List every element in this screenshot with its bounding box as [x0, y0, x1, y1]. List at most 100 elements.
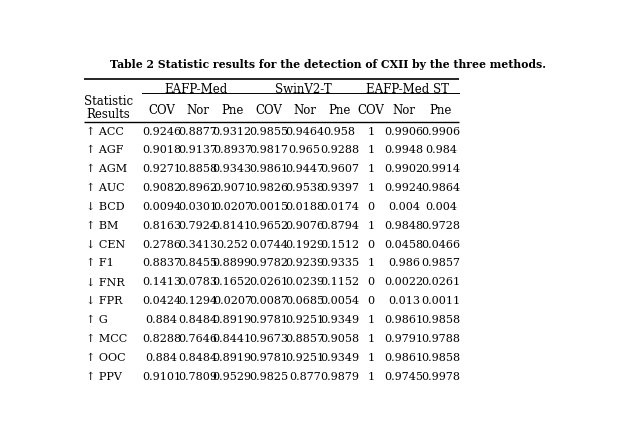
- Text: 0.013: 0.013: [388, 296, 420, 306]
- Text: 0.9349: 0.9349: [320, 353, 359, 362]
- Text: ↑ G: ↑ G: [86, 315, 108, 325]
- Text: Nor: Nor: [186, 104, 209, 116]
- Text: 0.0011: 0.0011: [421, 296, 460, 306]
- Text: 0.9447: 0.9447: [285, 164, 324, 174]
- Text: 0.7646: 0.7646: [178, 334, 217, 344]
- Text: 0.8877: 0.8877: [178, 127, 217, 137]
- Text: 0.8837: 0.8837: [142, 259, 181, 268]
- Text: 0.9018: 0.9018: [142, 146, 181, 155]
- Text: 0.7809: 0.7809: [178, 371, 217, 381]
- Text: 0.004: 0.004: [388, 202, 420, 212]
- Text: 0.8919: 0.8919: [212, 315, 252, 325]
- Text: 0.9538: 0.9538: [285, 183, 324, 193]
- Text: ↑ AGM: ↑ AGM: [86, 164, 127, 174]
- Text: 0.9728: 0.9728: [421, 221, 460, 231]
- Text: 0.0261: 0.0261: [249, 277, 288, 287]
- Text: 0.1512: 0.1512: [320, 240, 359, 250]
- Text: 0.9071: 0.9071: [212, 183, 252, 193]
- Text: Table 2 Statistic results for the detection of CXII by the three methods.: Table 2 Statistic results for the detect…: [110, 59, 546, 70]
- Text: 0.984: 0.984: [425, 146, 457, 155]
- Text: 1: 1: [367, 221, 374, 231]
- Text: ↑ PPV: ↑ PPV: [86, 371, 122, 381]
- Text: 0.9924: 0.9924: [385, 183, 424, 193]
- Text: 0.9288: 0.9288: [320, 146, 359, 155]
- Text: 0.884: 0.884: [145, 315, 177, 325]
- Text: 0.0466: 0.0466: [421, 240, 460, 250]
- Text: Pne: Pne: [429, 104, 452, 116]
- Text: 0.0087: 0.0087: [249, 296, 288, 306]
- Text: ↑ MCC: ↑ MCC: [86, 334, 127, 344]
- Text: 1: 1: [367, 164, 374, 174]
- Text: ↑ F1: ↑ F1: [86, 259, 114, 268]
- Text: 0: 0: [367, 202, 374, 212]
- Text: 0.0207: 0.0207: [212, 296, 252, 306]
- Text: 0.0022: 0.0022: [385, 277, 424, 287]
- Text: 0.8141: 0.8141: [212, 221, 252, 231]
- Text: ↓ FPR: ↓ FPR: [86, 296, 122, 306]
- Text: 0.0744: 0.0744: [249, 240, 288, 250]
- Text: 0.8484: 0.8484: [178, 315, 217, 325]
- Text: 0.9855: 0.9855: [249, 127, 288, 137]
- Text: 0.0685: 0.0685: [285, 296, 324, 306]
- Text: ↑ OOC: ↑ OOC: [86, 353, 125, 362]
- Text: 0.9246: 0.9246: [142, 127, 181, 137]
- Text: 0.9781: 0.9781: [249, 315, 288, 325]
- Text: 0.7924: 0.7924: [178, 221, 217, 231]
- Text: 0.9137: 0.9137: [178, 146, 217, 155]
- Text: 0.9673: 0.9673: [249, 334, 288, 344]
- Text: 0.9879: 0.9879: [320, 371, 359, 381]
- Text: 1: 1: [367, 146, 374, 155]
- Text: 0.9101: 0.9101: [142, 371, 181, 381]
- Text: 0.9914: 0.9914: [421, 164, 460, 174]
- Text: 0.2786: 0.2786: [142, 240, 181, 250]
- Text: 0.8857: 0.8857: [285, 334, 324, 344]
- Text: 0.9788: 0.9788: [421, 334, 460, 344]
- Text: 0.9782: 0.9782: [249, 259, 288, 268]
- Text: SwinV2-T: SwinV2-T: [275, 83, 332, 96]
- Text: 0.9464: 0.9464: [285, 127, 324, 137]
- Text: 0.0239: 0.0239: [285, 277, 324, 287]
- Text: 1: 1: [367, 183, 374, 193]
- Text: ↑ AUC: ↑ AUC: [86, 183, 125, 193]
- Text: 0.9271: 0.9271: [142, 164, 181, 174]
- Text: 1: 1: [367, 259, 374, 268]
- Text: Statistic: Statistic: [84, 95, 133, 108]
- Text: 0.9343: 0.9343: [212, 164, 252, 174]
- Text: 0.8919: 0.8919: [212, 353, 252, 362]
- Text: 0.004: 0.004: [425, 202, 457, 212]
- Text: 0.8455: 0.8455: [178, 259, 217, 268]
- Text: 0.1413: 0.1413: [142, 277, 181, 287]
- Text: 1: 1: [367, 371, 374, 381]
- Text: 0.1652: 0.1652: [212, 277, 252, 287]
- Text: 0.8288: 0.8288: [142, 334, 181, 344]
- Text: Pne: Pne: [221, 104, 243, 116]
- Text: 0.958: 0.958: [323, 127, 355, 137]
- Text: 0.9858: 0.9858: [421, 315, 460, 325]
- Text: 0.9825: 0.9825: [249, 371, 288, 381]
- Text: 0.9861: 0.9861: [385, 315, 424, 325]
- Text: 0: 0: [367, 296, 374, 306]
- Text: 0.9817: 0.9817: [249, 146, 288, 155]
- Text: 0.9826: 0.9826: [249, 183, 288, 193]
- Text: 0.9251: 0.9251: [285, 353, 324, 362]
- Text: 0.9858: 0.9858: [421, 353, 460, 362]
- Text: COV: COV: [255, 104, 282, 116]
- Text: 0.9349: 0.9349: [320, 315, 359, 325]
- Text: 0.1294: 0.1294: [178, 296, 217, 306]
- Text: 0.9335: 0.9335: [320, 259, 359, 268]
- Text: 0.0015: 0.0015: [249, 202, 288, 212]
- Text: 0.9791: 0.9791: [385, 334, 424, 344]
- Text: 0.986: 0.986: [388, 259, 420, 268]
- Text: 0.0054: 0.0054: [320, 296, 359, 306]
- Text: 0.3413: 0.3413: [178, 240, 217, 250]
- Text: 0.9529: 0.9529: [212, 371, 252, 381]
- Text: 0.877: 0.877: [289, 371, 321, 381]
- Text: Nor: Nor: [392, 104, 415, 116]
- Text: 0.8441: 0.8441: [212, 334, 252, 344]
- Text: COV: COV: [358, 104, 385, 116]
- Text: 0.9397: 0.9397: [320, 183, 359, 193]
- Text: 0.8962: 0.8962: [178, 183, 217, 193]
- Text: 0.9902: 0.9902: [385, 164, 424, 174]
- Text: 1: 1: [367, 315, 374, 325]
- Text: 0.9861: 0.9861: [385, 353, 424, 362]
